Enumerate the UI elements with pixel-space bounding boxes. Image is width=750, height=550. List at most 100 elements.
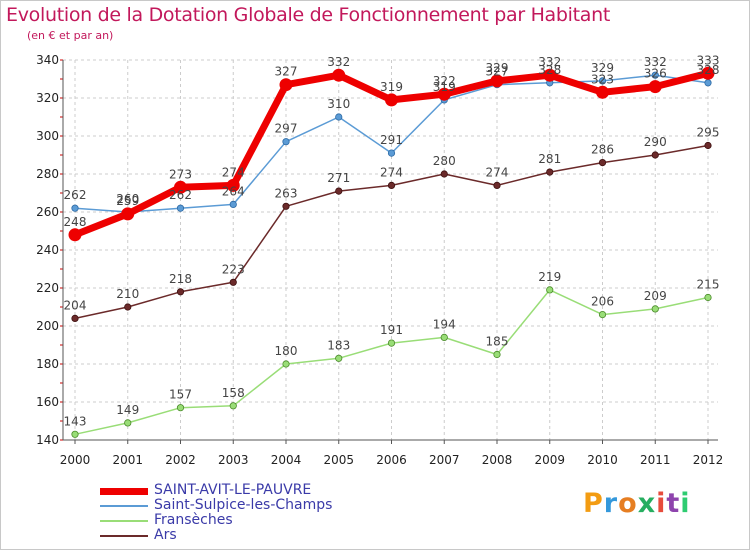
data-point: [176, 288, 185, 296]
data-label: 295: [697, 126, 720, 140]
data-point: [648, 80, 662, 94]
logo-letter: P: [583, 488, 604, 519]
y-tick-label: 140: [36, 433, 59, 447]
data-point: [387, 149, 396, 157]
data-label: 332: [538, 55, 561, 69]
data-label: 259: [116, 194, 139, 208]
data-point: [68, 228, 82, 242]
data-point: [598, 310, 607, 319]
logo-letter: o: [618, 488, 638, 519]
x-tick-label: 2010: [587, 453, 618, 467]
legend-label: Saint-Sulpice-les-Champs: [154, 497, 333, 513]
data-point: [226, 178, 240, 192]
data-label: 328: [697, 63, 720, 77]
data-label: 218: [169, 272, 192, 286]
x-tick-label: 2005: [323, 453, 354, 467]
y-tick-label: 160: [36, 395, 59, 409]
logo-letter: x: [637, 488, 657, 519]
data-label: 271: [327, 171, 350, 185]
data-point: [704, 293, 712, 302]
x-tick-label: 2001: [112, 453, 143, 467]
data-label: 274: [222, 165, 245, 179]
logo-letter: i: [680, 488, 691, 519]
data-point: [546, 168, 554, 176]
data-label: 322: [433, 74, 456, 88]
data-point: [704, 141, 712, 150]
data-point: [387, 339, 396, 347]
data-label: 326: [644, 67, 667, 81]
legend-label: Ars: [154, 527, 177, 543]
data-point: [279, 78, 293, 92]
data-label: 223: [222, 262, 245, 276]
data-label: 248: [64, 215, 87, 229]
chart-subtitle: (en € et par an): [27, 29, 114, 42]
series: [68, 66, 715, 438]
data-point: [490, 74, 504, 88]
x-tick-label: 2008: [482, 453, 513, 467]
chart-title: Evolution de la Dotation Globale de Fonc…: [6, 4, 611, 26]
data-point: [651, 151, 659, 159]
logo-letter: r: [603, 488, 619, 519]
y-tick-label: 340: [36, 53, 59, 67]
data-label: 286: [591, 143, 614, 157]
data-label: 209: [644, 289, 667, 303]
data-point: [176, 404, 185, 412]
data-point: [176, 204, 185, 212]
data-point: [229, 402, 237, 410]
proxiti-logo: Proxiti: [583, 488, 691, 519]
data-label: 323: [591, 72, 614, 86]
data-label: 280: [433, 154, 456, 168]
x-tick-label: 2002: [165, 453, 196, 467]
x-tick-label: 2004: [271, 453, 302, 467]
legend-item: SAINT-AVIT-LE-PAUVRE: [100, 482, 360, 499]
data-label: 281: [538, 152, 561, 166]
data-point: [651, 71, 659, 79]
data-point: [598, 77, 607, 85]
data-label: 210: [116, 287, 139, 301]
y-tick-label: 300: [36, 129, 59, 143]
data-point: [704, 79, 712, 87]
axes: 140 160 180 200 220 240 260 280 300 320 340 2000 200…: [36, 53, 723, 467]
data-label: 327: [275, 65, 298, 79]
data-label: 262: [64, 188, 87, 202]
data-label: 219: [538, 270, 561, 284]
data-label: 157: [169, 388, 192, 402]
data-point: [71, 204, 79, 212]
data-point: [651, 305, 659, 313]
data-label: 291: [380, 133, 403, 147]
x-tick-label: 2000: [60, 453, 91, 467]
data-point: [437, 87, 451, 101]
data-label: 328: [538, 63, 561, 77]
data-point: [546, 286, 554, 294]
data-point: [229, 200, 237, 208]
legend-item: Saint-Sulpice-les-Champs: [100, 497, 360, 514]
data-point: [598, 159, 607, 167]
legend-item: Fransèches: [100, 512, 360, 529]
y-tick-label: 200: [36, 319, 59, 333]
data-label: 204: [64, 298, 87, 312]
data-label: 274: [380, 165, 403, 179]
y-tick-label: 220: [36, 281, 59, 295]
data-point: [229, 278, 237, 286]
data-label: 260: [116, 192, 139, 206]
y-tick-label: 260: [36, 205, 59, 219]
data-label: 180: [275, 344, 298, 358]
data-point: [335, 187, 343, 195]
data-label: 329: [591, 61, 614, 75]
x-tick-label: 2003: [218, 453, 249, 467]
data-label: 185: [486, 335, 509, 349]
y-tick-label: 180: [36, 357, 59, 371]
x-tick-label: 2007: [429, 453, 460, 467]
data-point: [596, 85, 609, 99]
legend-label: Fransèches: [154, 512, 233, 528]
data-label: 332: [644, 55, 667, 69]
x-tick-label: 2009: [534, 453, 565, 467]
data-point: [335, 354, 343, 362]
data-point: [174, 180, 187, 194]
legend-label: SAINT-AVIT-LE-PAUVRE: [154, 482, 312, 498]
data-label: 332: [327, 55, 350, 69]
data-point: [71, 314, 79, 322]
data-point: [282, 360, 290, 368]
data-point: [543, 68, 557, 82]
